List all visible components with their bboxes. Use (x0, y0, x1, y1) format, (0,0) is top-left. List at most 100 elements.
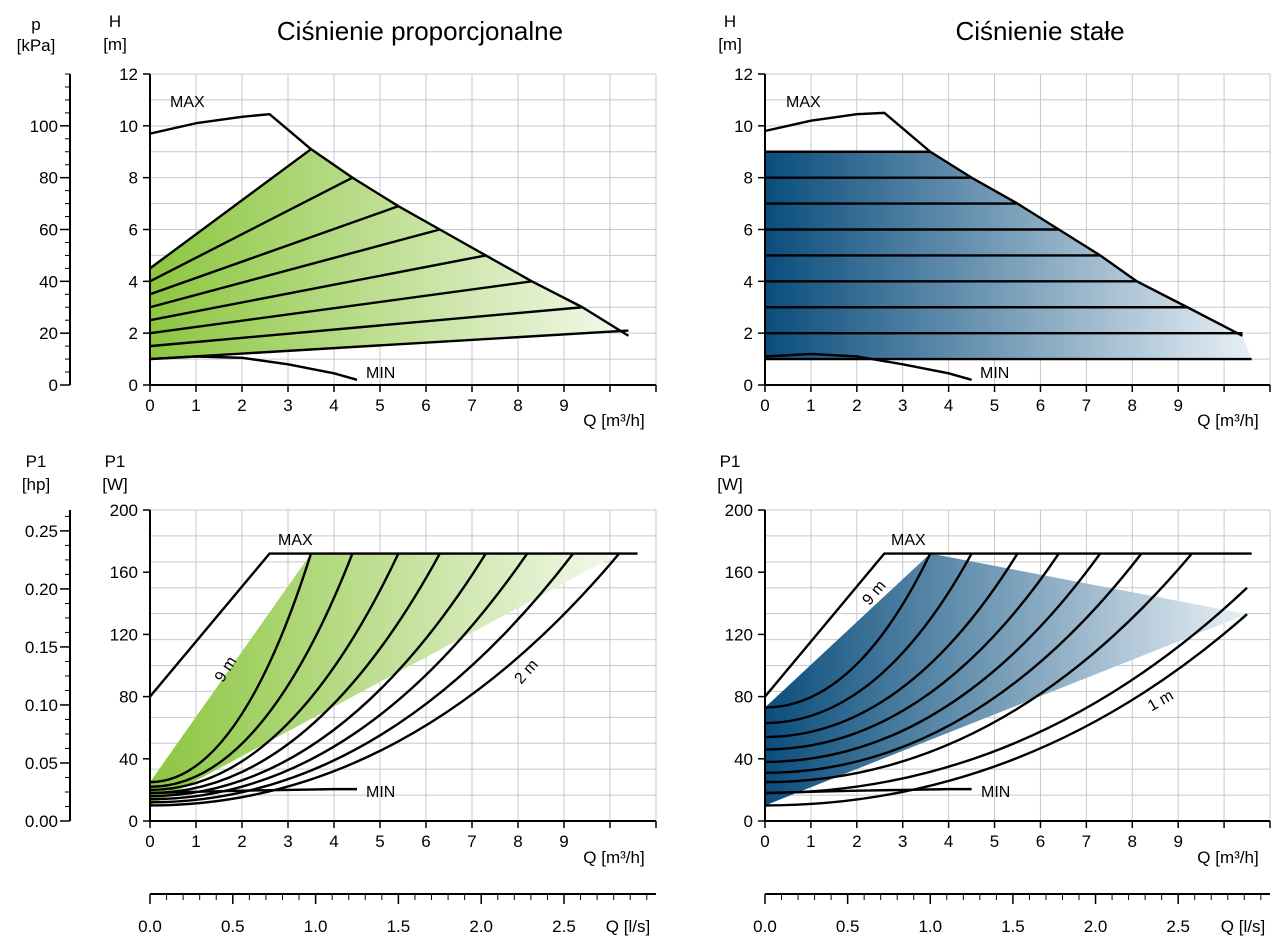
power-constant-secondary-x-tick-label: 0.5 (836, 917, 860, 936)
max-curve (149, 552, 638, 698)
head-unit-right: [m] (718, 35, 742, 54)
head-proportional-x-tick-label: 3 (283, 396, 292, 415)
head-proportional-x-tick-label: 1 (191, 396, 200, 415)
power-constant-x-tick-label: 7 (1082, 832, 1091, 851)
operating-curve-3 (149, 176, 353, 283)
power-constant-y-tick-label: 200 (725, 501, 753, 520)
operating-curve-7 (764, 552, 1143, 774)
power-hp-symbol: P1 (26, 452, 47, 471)
power-constant-x-tick-label: 8 (1128, 832, 1137, 851)
head-constant-x-tick-label: 0 (760, 396, 769, 415)
head-proportional-x-tick-label: 2 (237, 396, 246, 415)
min-curve (149, 355, 358, 381)
power-constant-x-tick-label: 4 (944, 832, 953, 851)
power-proportional-x-tick-label: 0 (145, 832, 154, 851)
head-proportional-x-tick-label: 0 (145, 396, 154, 415)
head-constant-plot (758, 73, 1271, 392)
pressure-unit: [kPa] (17, 36, 56, 55)
power-constant-x-tick-label: 2 (852, 832, 861, 851)
min-label-head-proportional: MIN (366, 365, 395, 382)
operating-curve-8 (764, 552, 1193, 784)
head-proportional-x-tick-label: 5 (375, 396, 384, 415)
power-proportional-x-tick-label: 2 (237, 832, 246, 851)
head-constant-x-tick-label: 7 (1082, 396, 1091, 415)
power-constant-y-tick-label: 40 (734, 750, 753, 769)
head-constant-y-tick-label: 6 (744, 221, 753, 240)
two-m-label-proportional: 2 m (511, 656, 541, 687)
power-proportional-operating-area (150, 553, 620, 806)
operating-curve-6 (764, 552, 1102, 764)
power-proportional-x-tick-label: 4 (329, 832, 338, 851)
power-hp-unit: [hp] (22, 475, 50, 494)
power-proportional-x-tick-label: 9 (559, 832, 568, 851)
q-axis-title-top-right: Q [m³/h] (1197, 411, 1258, 430)
head-proportional-secondary-y-tick-label: 40 (39, 272, 58, 291)
power-constant-secondary-x-tick-label: 2.0 (1084, 917, 1108, 936)
head-proportional-secondary-y-tick-label: 100 (30, 117, 58, 136)
power-proportional-y-tick-label: 0 (129, 812, 138, 831)
power-constant-plot (758, 509, 1271, 904)
power-constant-y-tick-label: 80 (734, 688, 753, 707)
max-label-power-proportional: MAX (278, 532, 313, 549)
power-proportional-y-tick-label: 160 (110, 563, 138, 582)
min-label-power-proportional: MIN (366, 784, 395, 801)
power-proportional-x-tick-label: 3 (283, 832, 292, 851)
power-constant-x-tick-label: 9 (1173, 832, 1182, 851)
head-proportional-y-tick-label: 12 (119, 65, 138, 84)
power-constant-secondary-x-tick-label: 2.5 (1166, 917, 1190, 936)
q-axis-title-bottom-right: Q [m³/h] (1197, 848, 1258, 867)
power-proportional-secondary-x-tick-label: 2.5 (552, 917, 576, 936)
power-constant-secondary-x-tick-label: 0.0 (753, 917, 777, 936)
head-symbol-right: H (724, 12, 736, 31)
head-proportional-x-tick-label: 7 (467, 396, 476, 415)
operating-curve-10 (764, 613, 1248, 807)
power-proportional-secondary-x-tick-label: 1.0 (304, 917, 328, 936)
power-constant-x-tick-label: 3 (898, 832, 907, 851)
power-proportional-secondary-y-tick-label: 0.25 (25, 522, 58, 541)
head-proportional-y-tick-label: 4 (129, 272, 138, 291)
min-curve (764, 352, 972, 381)
power-w-unit-right: [W] (717, 475, 743, 494)
head-constant-y-tick-label: 2 (744, 324, 753, 343)
power-proportional-secondary-y-tick-label: 0.10 (25, 696, 58, 715)
power-constant-secondary-x-tick-label: 1.0 (918, 917, 942, 936)
head-constant-x-tick-label: 9 (1173, 396, 1182, 415)
head-proportional-operating-area (150, 149, 629, 360)
head-proportional-secondary-y-tick-label: 0 (49, 376, 58, 395)
operating-curve-9 (149, 329, 629, 361)
operating-curve-7 (149, 552, 529, 801)
power-w-symbol-left: P1 (105, 452, 126, 471)
head-unit-left: [m] (103, 35, 127, 54)
power-proportional-secondary-y-tick-label: 0.05 (25, 754, 58, 773)
operating-curve-4 (149, 205, 399, 296)
power-proportional-x-tick-label: 8 (513, 832, 522, 851)
head-proportional-x-tick-label: 8 (513, 396, 522, 415)
head-proportional-y-tick-label: 10 (119, 117, 138, 136)
head-proportional-secondary-y-tick-label: 60 (39, 221, 58, 240)
power-proportional-secondary-x-tick-label: 2.0 (469, 917, 493, 936)
head-proportional-x-tick-label: 9 (559, 396, 568, 415)
operating-curve-5 (149, 552, 441, 795)
head-proportional-plot (60, 73, 657, 392)
head-proportional-y-tick-label: 6 (129, 221, 138, 240)
operating-curve-9 (149, 552, 621, 807)
q-ls-axis-title-right: Q [l/s] (1221, 917, 1265, 936)
power-proportional-plot (60, 509, 657, 904)
min-label-head-constant: MIN (980, 365, 1009, 382)
head-proportional-x-tick-label: 4 (329, 396, 338, 415)
power-constant-operating-area (765, 553, 1248, 806)
operating-curve-2 (149, 553, 313, 784)
head-constant-y-tick-label: 12 (734, 65, 753, 84)
operating-curve-8 (149, 306, 583, 348)
head-constant-y-tick-label: 8 (744, 169, 753, 188)
power-w-unit-left: [W] (102, 475, 128, 494)
chart-title-constant: Ciśnienie stałe (955, 16, 1124, 46)
operating-curve-3 (764, 552, 973, 725)
operating-curve-5 (149, 228, 441, 309)
operating-curve-4 (764, 552, 1019, 739)
max-curve (764, 552, 1252, 698)
operating-curve-2 (149, 148, 312, 270)
head-proportional-y-tick-label: 0 (129, 376, 138, 395)
power-proportional-x-tick-label: 7 (467, 832, 476, 851)
